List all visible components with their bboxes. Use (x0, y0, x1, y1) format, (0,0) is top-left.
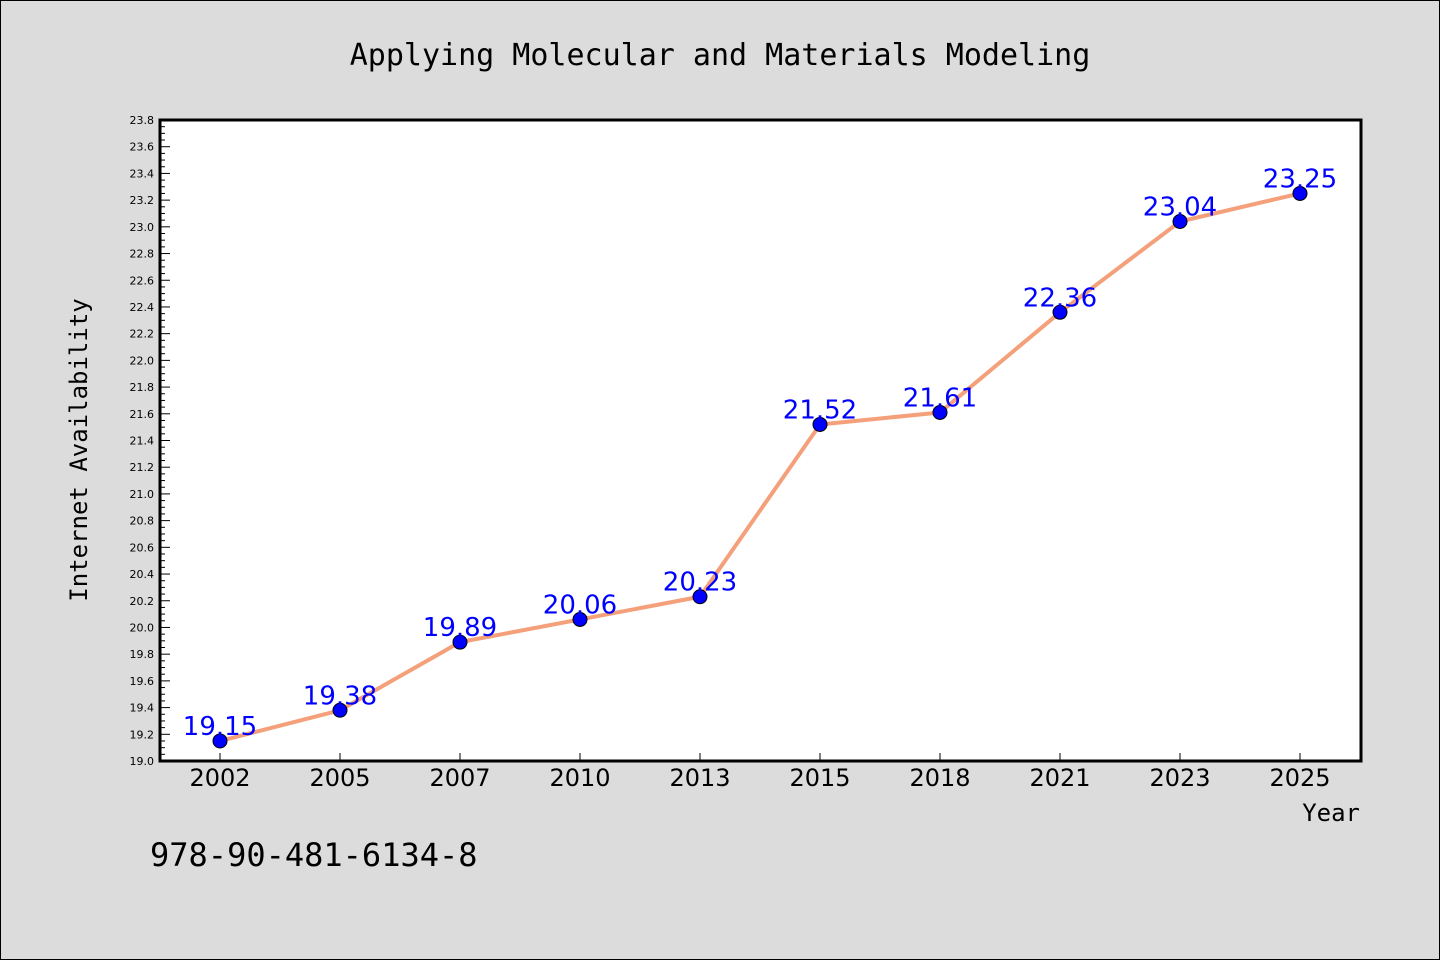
data-point (332, 702, 348, 718)
data-label: 20.06 (543, 590, 617, 620)
x-tick-label: 2010 (549, 764, 610, 792)
series-line-group (219, 191, 1301, 743)
data-label: 19.38 (303, 681, 377, 711)
y-tick-label: 23.4 (130, 167, 155, 180)
x-axis-ticks: 2002 2005 2007 2010 2013 2015 2018 2021 2023 2025 (189, 753, 1331, 792)
data-label: 23.25 (1263, 164, 1337, 194)
data-label: 20.23 (663, 568, 737, 598)
markers-group (212, 185, 1308, 749)
y-tick-label: 22.2 (130, 328, 155, 341)
y-tick-label: 23.6 (130, 141, 155, 154)
y-tick-label: 19.6 (130, 675, 155, 688)
x-tick-label: 2021 (1029, 764, 1090, 792)
x-tick-label: 2018 (909, 764, 970, 792)
y-axis-label: Internet Availability (65, 298, 93, 601)
plot-area (158, 118, 1363, 763)
y-tick-label: 22.4 (130, 301, 155, 314)
data-label: 19.89 (423, 613, 497, 643)
x-tick-label: 2023 (1149, 764, 1210, 792)
y-tick-label: 23.0 (130, 221, 155, 234)
y-tick-label: 21.2 (130, 461, 155, 474)
data-label: 22.36 (1023, 283, 1097, 313)
data-point (572, 611, 588, 627)
data-label: 19.15 (183, 712, 257, 742)
y-tick-label: 19.2 (130, 728, 155, 741)
data-labels-group: 19.15 19.38 19.89 20.06 20.23 21.52 21.61 22.36… (183, 164, 1337, 742)
y-axis-ticks: 19.0 19.2 19.4 19.6 19.8 20.0 20.2 20.4 20.6 20.8… (130, 114, 170, 768)
data-point (452, 634, 468, 650)
data-point (692, 589, 708, 605)
y-tick-label: 20.4 (130, 568, 155, 581)
y-tick-label: 23.8 (130, 114, 155, 127)
y-tick-label: 20.8 (130, 515, 155, 528)
data-point (1052, 304, 1068, 320)
x-tick-label: 2005 (309, 764, 370, 792)
x-axis-label: Year (1302, 799, 1360, 827)
chart-title: Applying Molecular and Materials Modelin… (350, 38, 1091, 73)
y-tick-label: 21.0 (130, 488, 155, 501)
y-tick-label: 19.4 (130, 702, 155, 715)
data-point (1172, 213, 1188, 229)
y-tick-label: 19.0 (130, 755, 155, 768)
isbn-footer: 978-90-481-6134-8 (150, 836, 478, 874)
y-tick-label: 22.8 (130, 248, 155, 261)
data-point (212, 733, 228, 749)
x-tick-label: 2007 (429, 764, 490, 792)
y-tick-label: 20.6 (130, 541, 155, 554)
x-tick-label: 2002 (189, 764, 250, 792)
x-tick-label: 2015 (789, 764, 850, 792)
data-point (1292, 185, 1308, 201)
y-tick-label: 22.0 (130, 354, 155, 367)
y-tick-label: 20.2 (130, 595, 155, 608)
data-label: 23.04 (1143, 192, 1217, 222)
series-line (219, 191, 1301, 743)
y-tick-label: 20.0 (130, 621, 155, 634)
y-tick-label: 21.8 (130, 381, 155, 394)
data-label: 21.52 (783, 395, 857, 425)
y-tick-label: 22.6 (130, 274, 155, 287)
x-tick-label: 2025 (1269, 764, 1330, 792)
y-tick-label: 21.4 (130, 435, 155, 448)
y-tick-label: 19.8 (130, 648, 155, 661)
data-label: 21.61 (903, 383, 977, 413)
y-tick-label: 23.2 (130, 194, 155, 207)
x-tick-label: 2013 (669, 764, 730, 792)
data-point (932, 404, 948, 420)
data-point (812, 416, 828, 432)
y-tick-label: 21.6 (130, 408, 155, 421)
